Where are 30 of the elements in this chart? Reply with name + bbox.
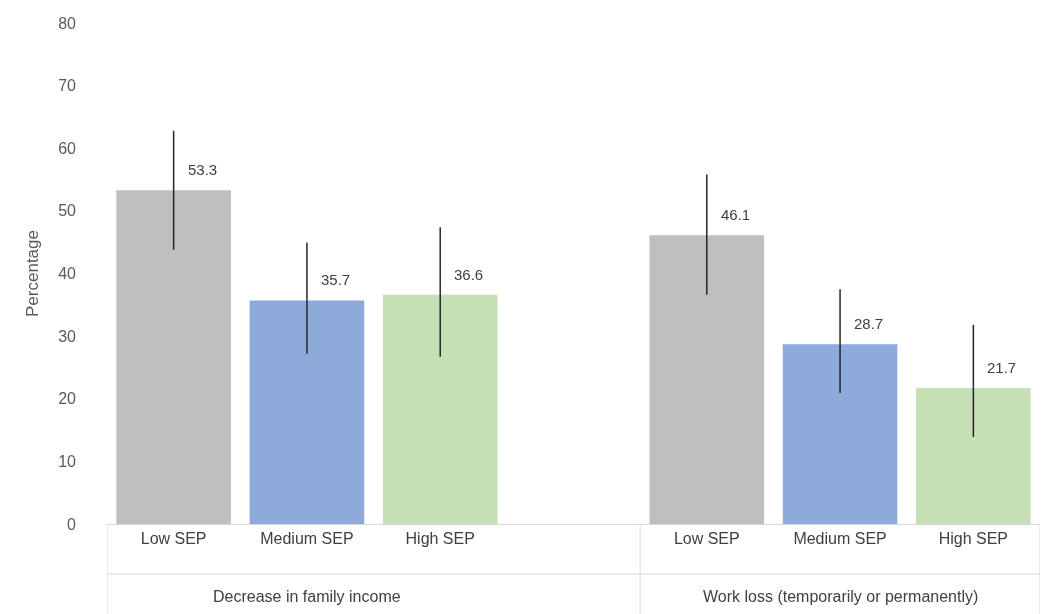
y-tick-label: 60: [58, 139, 77, 157]
y-tick-label: 20: [58, 390, 77, 408]
data-label: 46.1: [721, 206, 751, 223]
x-tick-label: Medium SEP: [793, 530, 887, 548]
y-tick-label: 70: [58, 77, 77, 95]
text: Work loss (temporarily or permanently): [703, 588, 979, 605]
text: Decrease in family income: [213, 588, 401, 605]
bar: [782, 344, 898, 524]
x-tick-label: Low SEP: [673, 530, 740, 548]
bar: [382, 294, 498, 524]
x-tick-label: Low SEP: [140, 530, 207, 548]
y-tick-label: 0: [67, 515, 77, 533]
data-label: 36.6: [454, 266, 484, 283]
data-label: 53.3: [188, 161, 218, 178]
y-tick-label: 80: [58, 14, 77, 32]
y-tick-label: 50: [58, 202, 77, 220]
bar: [649, 235, 765, 524]
data-label: 21.7: [987, 359, 1017, 376]
x-tick-label: High SEP: [938, 530, 1009, 548]
x-tick-label: High SEP: [405, 530, 475, 548]
x-tick-label: Medium SEP: [260, 530, 354, 548]
y-tick-label: 10: [58, 452, 77, 470]
bar: [249, 300, 365, 524]
bar: [916, 388, 1031, 524]
data-label: 28.7: [854, 315, 884, 332]
bar: [116, 190, 231, 524]
y-tick-label: 40: [58, 265, 77, 283]
data-label: 35.7: [321, 271, 351, 288]
y-axis-title: Percentage: [22, 230, 42, 317]
y-tick-label: 30: [58, 327, 77, 345]
